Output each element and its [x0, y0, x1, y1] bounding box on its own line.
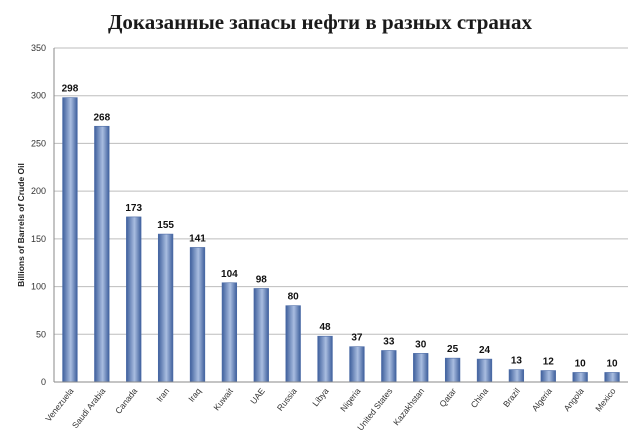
- bar-qatar: [444, 357, 461, 383]
- x-tick-label: Brazil: [501, 386, 522, 409]
- bar-saudi-arabia: [94, 125, 110, 383]
- bar-algeria: [540, 370, 556, 383]
- bar-nigeria: [349, 346, 365, 383]
- data-label: 80: [288, 292, 300, 303]
- bar-kazakhstan: [413, 353, 429, 383]
- bar-canada: [126, 216, 142, 383]
- data-label: 298: [62, 84, 79, 95]
- x-tick-label: Angola: [562, 386, 586, 413]
- x-tick-label: UAE: [248, 386, 267, 406]
- bar-iran: [157, 233, 174, 383]
- data-label: 104: [221, 269, 238, 280]
- bar-united-states: [381, 350, 397, 383]
- x-tick-label: Iraq: [186, 386, 203, 404]
- x-tick-label: Iran: [154, 386, 171, 404]
- y-axis-ticks: 0 50 100 150 200 250 300 350: [31, 43, 46, 387]
- bar-libya: [317, 335, 333, 383]
- data-label: 25: [447, 344, 459, 355]
- data-label: 98: [256, 274, 268, 285]
- data-label: 24: [479, 345, 491, 356]
- data-label: 10: [606, 358, 618, 369]
- x-tick-label: Qatar: [437, 386, 458, 409]
- data-label: 268: [93, 112, 110, 123]
- y-tick-label: 0: [41, 377, 46, 387]
- y-tick-label: 200: [31, 186, 46, 196]
- x-tick-label: Canada: [113, 386, 139, 416]
- gridlines: [54, 47, 628, 335]
- bar-russia: [285, 305, 301, 383]
- y-tick-label: 350: [31, 43, 46, 53]
- y-axis-title: Billions of Barrels of Crude Oil: [16, 163, 26, 287]
- data-label: 13: [511, 356, 523, 367]
- data-label: 12: [543, 357, 555, 368]
- bar-angola: [572, 372, 588, 383]
- bar-uae: [253, 288, 269, 383]
- data-label: 173: [125, 203, 142, 214]
- x-tick-label: Kazakhstan: [391, 386, 426, 427]
- data-label: 30: [415, 339, 427, 350]
- x-tick-label: Kuwait: [211, 386, 235, 413]
- bars: [62, 97, 620, 383]
- y-tick-label: 100: [31, 282, 46, 292]
- y-tick-label: 150: [31, 234, 46, 244]
- bar-china: [476, 358, 493, 383]
- data-labels: 298 268 173 155 141 104 98 80 48 37 33 30 25 24 13 12 10…: [62, 84, 618, 370]
- bar-brazil: [508, 369, 525, 383]
- x-tick-label: Mexico: [593, 386, 618, 414]
- data-label: 48: [319, 322, 331, 333]
- data-label: 33: [383, 337, 395, 348]
- bar-iraq: [189, 247, 206, 383]
- data-label: 141: [189, 233, 206, 244]
- y-tick-label: 250: [31, 138, 46, 148]
- x-tick-label: China: [469, 386, 491, 410]
- x-tick-label: Nigeria: [338, 386, 363, 414]
- x-tick-label: Saudi Arabia: [70, 386, 108, 430]
- chart-title: Доказанные запасы нефти в разных странах: [107, 10, 533, 34]
- data-label: 155: [157, 220, 174, 231]
- y-tick-label: 50: [36, 329, 46, 339]
- bar-mexico: [604, 372, 620, 383]
- bar-kuwait: [221, 282, 238, 383]
- x-tick-label: Algeria: [530, 386, 554, 413]
- data-label: 10: [575, 358, 587, 369]
- y-tick-label: 300: [31, 91, 46, 101]
- bar-venezuela: [62, 97, 78, 383]
- x-tick-label: Russia: [275, 386, 299, 413]
- data-label: 37: [351, 333, 363, 344]
- x-tick-label: Libya: [310, 386, 331, 408]
- x-tick-label: Venezuela: [43, 386, 75, 424]
